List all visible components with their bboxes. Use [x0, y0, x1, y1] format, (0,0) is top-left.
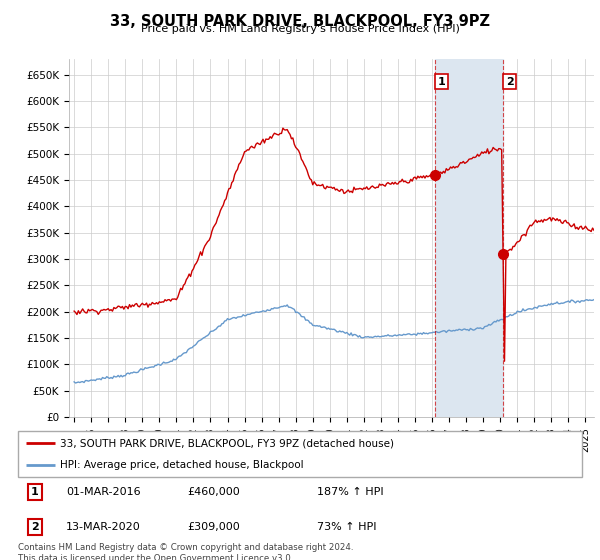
Text: 1: 1 [437, 77, 445, 87]
Text: 73% ↑ HPI: 73% ↑ HPI [317, 522, 376, 532]
Text: £309,000: £309,000 [187, 522, 240, 532]
Text: 01-MAR-2016: 01-MAR-2016 [66, 487, 140, 497]
Text: £460,000: £460,000 [187, 487, 240, 497]
Text: HPI: Average price, detached house, Blackpool: HPI: Average price, detached house, Blac… [60, 460, 304, 470]
Text: 187% ↑ HPI: 187% ↑ HPI [317, 487, 383, 497]
Text: Price paid vs. HM Land Registry's House Price Index (HPI): Price paid vs. HM Land Registry's House … [140, 24, 460, 34]
Text: 13-MAR-2020: 13-MAR-2020 [66, 522, 140, 532]
FancyBboxPatch shape [18, 431, 582, 477]
Bar [435, 59, 503, 417]
Text: 2: 2 [506, 77, 514, 87]
Text: Contains HM Land Registry data © Crown copyright and database right 2024.
This d: Contains HM Land Registry data © Crown c… [18, 543, 353, 560]
Text: 33, SOUTH PARK DRIVE, BLACKPOOL, FY3 9PZ: 33, SOUTH PARK DRIVE, BLACKPOOL, FY3 9PZ [110, 14, 490, 29]
Text: 1: 1 [31, 487, 39, 497]
Text: 2: 2 [31, 522, 39, 532]
Text: 33, SOUTH PARK DRIVE, BLACKPOOL, FY3 9PZ (detached house): 33, SOUTH PARK DRIVE, BLACKPOOL, FY3 9PZ… [60, 438, 394, 448]
